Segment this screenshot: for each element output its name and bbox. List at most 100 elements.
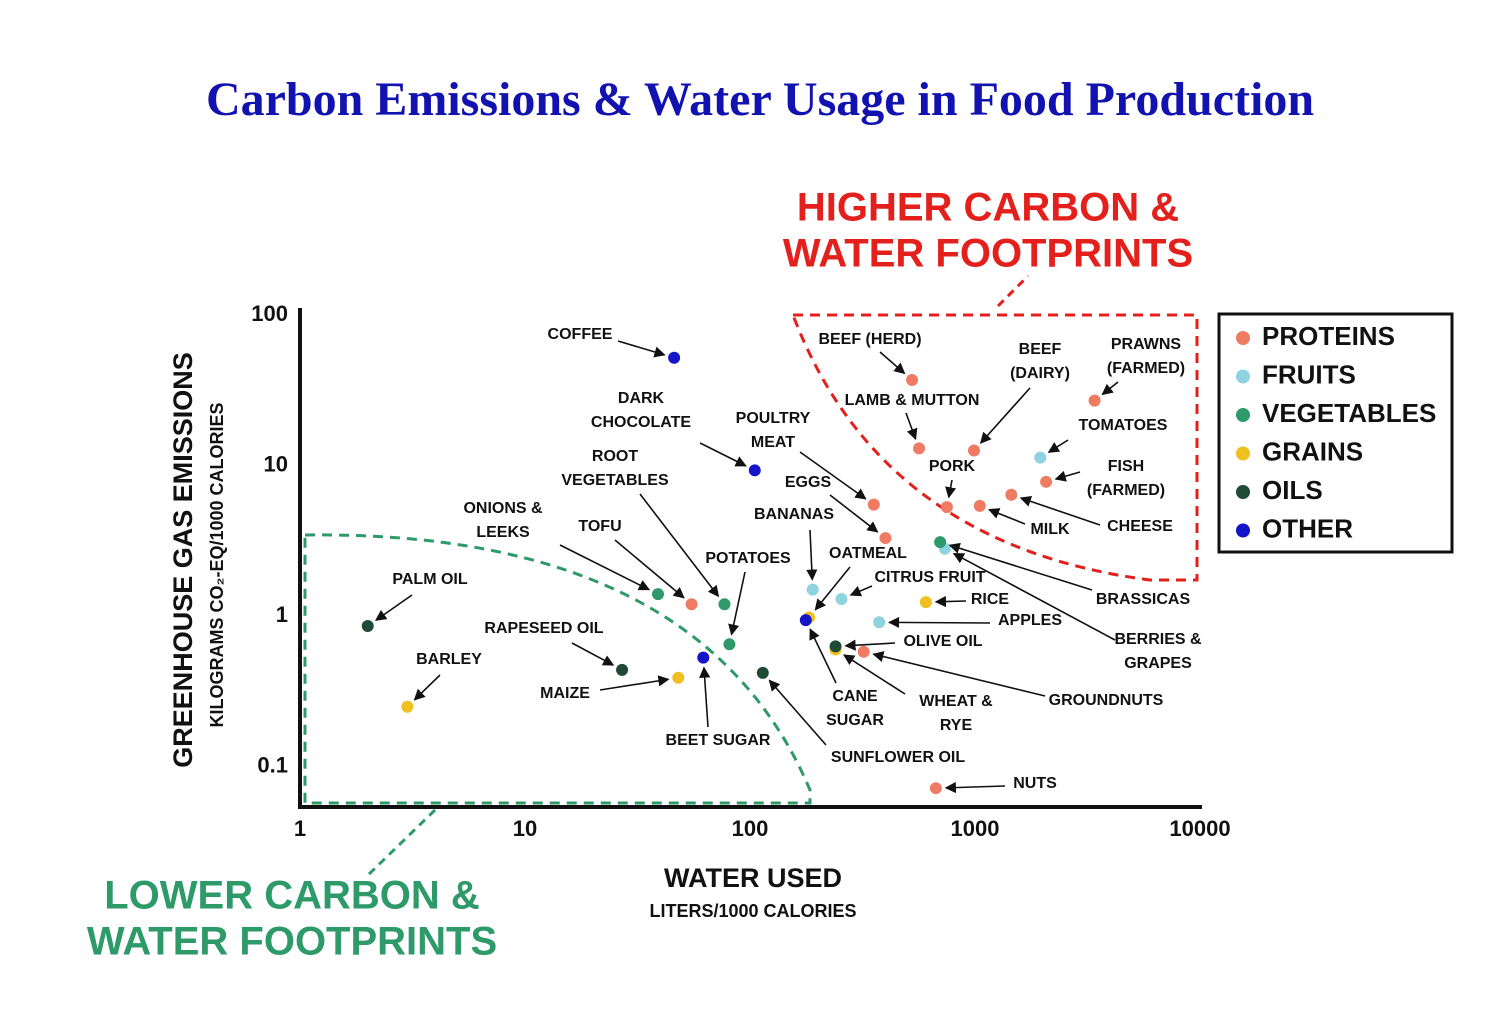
low-region: [303, 533, 812, 805]
point-label: VEGETABLES: [561, 472, 669, 489]
annotation: HIGHER CARBON &: [797, 186, 1179, 230]
point-label: (FARMED): [1087, 482, 1165, 499]
low-leader: [363, 808, 437, 880]
point: [835, 592, 848, 605]
leader-arrow: [849, 585, 873, 597]
point-label: (DAIRY): [1010, 365, 1070, 382]
point-label: DARK: [618, 390, 665, 407]
leader-arrow: [948, 542, 1093, 591]
point: [940, 501, 953, 514]
point-label: ROOT: [592, 448, 638, 465]
point-label: BEET SUGAR: [666, 732, 771, 749]
leader-arrow: [1101, 381, 1119, 396]
legend-swatch: [1236, 408, 1250, 422]
leader-arrow: [375, 594, 413, 621]
point: [401, 700, 414, 713]
leader-arrow: [728, 571, 746, 636]
point-label: COFFEE: [548, 326, 613, 343]
leader-arrow: [872, 651, 1046, 697]
leader-arrow: [979, 387, 1031, 444]
leader-arrow: [843, 654, 906, 695]
point-label: OATMEAL: [829, 545, 907, 562]
point: [361, 620, 374, 633]
leader-arrow: [559, 544, 651, 591]
leader-arrow: [1047, 439, 1069, 453]
high-leader: [996, 274, 1030, 308]
point-label: BERRIES &: [1114, 631, 1202, 648]
point-label: CANE: [832, 688, 878, 705]
leader-arrow: [699, 442, 747, 467]
point-label: OLIVE OIL: [903, 633, 982, 650]
point-label: POULTRY: [736, 410, 811, 427]
leader-arrow: [944, 781, 1006, 794]
legend-swatch: [1236, 331, 1250, 345]
point: [1088, 394, 1101, 407]
point-label: SUNFLOWER OIL: [831, 749, 965, 766]
point-label: LAMB & MUTTON: [845, 392, 980, 409]
point-label: FISH: [1108, 458, 1144, 475]
leader-arrow: [614, 539, 685, 599]
point: [829, 640, 842, 653]
leader-arrow: [799, 451, 867, 500]
leader-arrow: [888, 616, 991, 629]
point: [857, 645, 870, 658]
point: [873, 616, 886, 629]
point: [879, 532, 892, 545]
point: [697, 651, 710, 664]
annotation: WATER FOOTPRINTS: [783, 232, 1193, 276]
point-label: ONIONS &: [463, 500, 543, 517]
point: [973, 499, 986, 512]
leader-arrow: [699, 666, 711, 728]
leader-arrow: [599, 675, 670, 691]
leader-arrow: [639, 493, 720, 598]
y-tick-label: 10: [264, 451, 288, 476]
leader-arrow: [806, 529, 818, 581]
legend-label: FRUITS: [1262, 359, 1356, 389]
point: [913, 442, 926, 455]
point: [668, 351, 681, 364]
leader-arrow: [905, 412, 918, 441]
leader-arrow: [571, 642, 615, 666]
point-label: PALM OIL: [392, 571, 467, 588]
x-axis-title: WATER USED: [664, 863, 842, 893]
point: [919, 596, 932, 609]
point-label: CHEESE: [1107, 518, 1173, 535]
point: [806, 583, 819, 596]
point-label: NUTS: [1013, 775, 1057, 792]
y-axis-subtitle: KILOGRAMS CO₂-EQ/1000 CALORIES: [207, 402, 227, 727]
leader-arrow: [952, 552, 1116, 641]
point-label: TOFU: [578, 518, 621, 535]
annotation: WATER FOOTPRINTS: [87, 920, 497, 964]
leader-arrow: [1054, 470, 1081, 482]
point-label: MAIZE: [540, 685, 590, 702]
y-tick-label: 0.1: [257, 753, 288, 778]
x-tick-label: 1000: [951, 816, 1000, 841]
legend-label: PROTEINS: [1262, 321, 1395, 351]
point-label: WHEAT &: [919, 693, 993, 710]
point-label: BEEF (HERD): [818, 331, 921, 348]
point: [968, 444, 981, 457]
leader-arrow: [617, 340, 666, 358]
point: [934, 536, 947, 549]
point: [906, 374, 919, 387]
leader-arrow: [829, 494, 879, 533]
point-label: EGGS: [785, 474, 832, 491]
point: [748, 464, 761, 477]
leader-arrow: [809, 628, 837, 684]
legend-label: OTHER: [1262, 513, 1353, 543]
point: [1040, 475, 1053, 488]
point-label: GRAPES: [1124, 655, 1192, 672]
point-label: SUGAR: [826, 712, 884, 729]
legend-label: GRAINS: [1262, 436, 1363, 466]
y-tick-label: 1: [276, 602, 288, 627]
legend-swatch: [1236, 369, 1250, 384]
point-label: LEEKS: [476, 524, 530, 541]
point-label: CITRUS FRUIT: [874, 569, 985, 586]
point-label: PORK: [929, 458, 976, 475]
point-label: TOMATOES: [1079, 417, 1168, 434]
point: [1005, 488, 1018, 501]
point-label: APPLES: [998, 612, 1062, 629]
point: [685, 598, 698, 611]
x-axis-subtitle: LITERS/1000 CALORIES: [649, 901, 856, 921]
